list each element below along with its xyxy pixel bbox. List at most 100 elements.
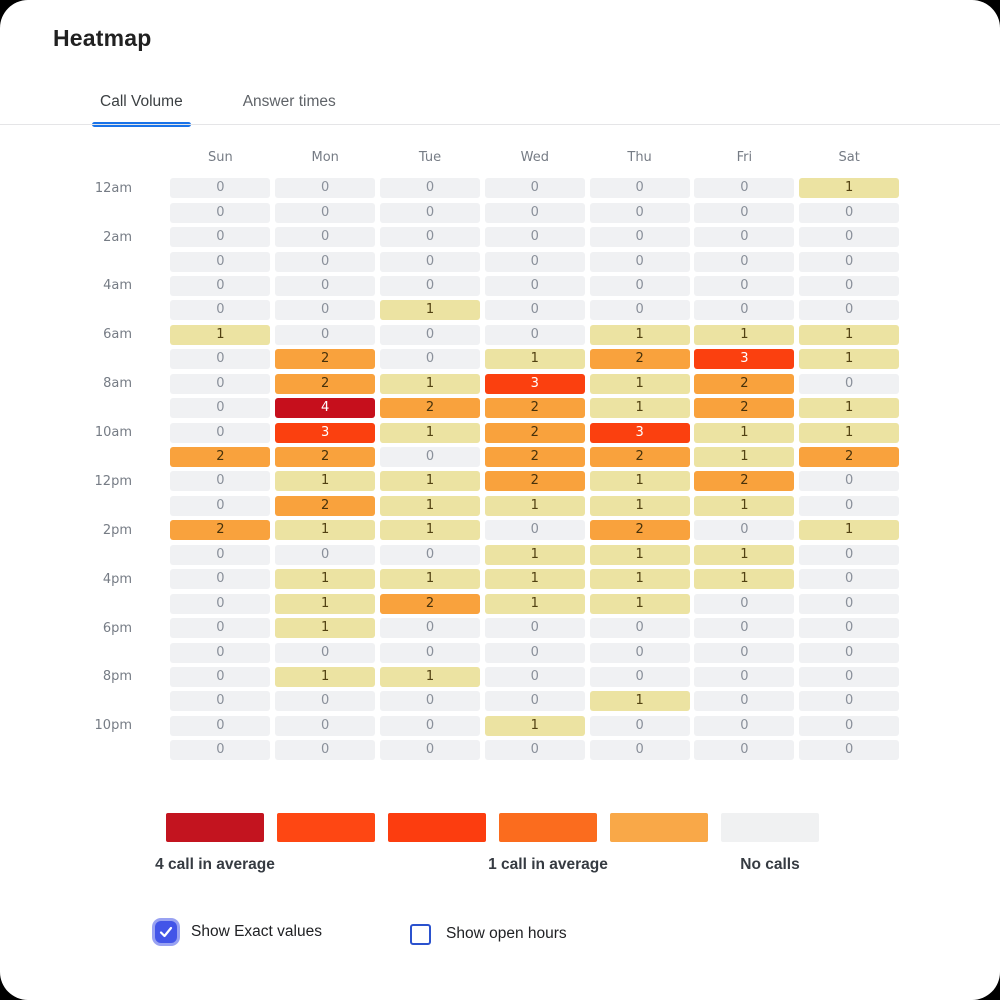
heatmap-cell: 0: [694, 642, 795, 663]
heatmap-cell: 0: [799, 715, 900, 736]
heatmap-cell-wrap: 0: [168, 593, 273, 614]
heatmap-cell: 0: [694, 618, 795, 639]
heatmap-cell: 1: [589, 398, 690, 419]
heatmap-cell-wrap: 0: [692, 300, 797, 321]
legend: [166, 813, 819, 842]
heatmap-cell: 2: [799, 447, 900, 468]
heatmap-cell: 2: [484, 471, 585, 492]
heatmap-cell-wrap: 0: [168, 495, 273, 516]
heatmap-cell: 0: [799, 642, 900, 663]
heatmap-cell-wrap: 0: [168, 202, 273, 223]
heatmap-cell-wrap: 0: [482, 227, 587, 248]
heatmap-cell-wrap: 1: [378, 520, 483, 541]
heatmap-cell: 1: [589, 495, 690, 516]
heatmap-cell-wrap: 0: [378, 227, 483, 248]
heatmap-cell-wrap: 0: [587, 251, 692, 272]
heatmap-cell: 0: [170, 495, 271, 516]
show-exact-values-label: Show Exact values: [191, 923, 322, 940]
heatmap-cell-wrap: 1: [797, 349, 902, 370]
heatmap-cell-wrap: 2: [273, 349, 378, 370]
heatmap-cell: 0: [799, 593, 900, 614]
heatmap-cell: 1: [694, 447, 795, 468]
heatmap-cell: 0: [275, 715, 376, 736]
show-exact-values-checkbox[interactable]: [155, 921, 177, 943]
heatmap-cell-wrap: 1: [797, 422, 902, 443]
heatmap-cell: 0: [694, 300, 795, 321]
heatmap-cell-wrap: 0: [273, 715, 378, 736]
heatmap-cell: 0: [484, 227, 585, 248]
heatmap-cell-wrap: 0: [797, 544, 902, 565]
heatmap-cell-wrap: 1: [482, 544, 587, 565]
heatmap-cell: 0: [484, 691, 585, 712]
tab-call-volume[interactable]: Call Volume: [92, 84, 191, 127]
heatmap-cell-wrap: 0: [797, 618, 902, 639]
heatmap-cell-wrap: 0: [273, 202, 378, 223]
heatmap-cell: 1: [589, 373, 690, 394]
heatmap-cell-wrap: 2: [587, 349, 692, 370]
heatmap-cell: 2: [589, 447, 690, 468]
heatmap-cell: 1: [379, 520, 480, 541]
heatmap-cell: 1: [694, 495, 795, 516]
heatmap-cell: 0: [170, 618, 271, 639]
heatmap-cell-wrap: 1: [378, 422, 483, 443]
heatmap-cell-wrap: 0: [482, 324, 587, 345]
heatmap-cell-wrap: 0: [692, 520, 797, 541]
heatmap-cell-wrap: 0: [587, 202, 692, 223]
legend-swatch: [166, 813, 264, 842]
day-column-header: Wed: [520, 150, 549, 165]
heatmap-cell-wrap: 1: [587, 398, 692, 419]
show-open-hours-checkbox-group[interactable]: Show open hours: [410, 921, 567, 947]
heatmap-cell: 0: [275, 691, 376, 712]
heatmap-cell-wrap: 0: [482, 691, 587, 712]
heatmap-cell: 0: [799, 495, 900, 516]
heatmap-cell: 0: [589, 227, 690, 248]
heatmap-cell: 0: [484, 178, 585, 199]
legend-label: No calls: [740, 856, 800, 873]
tab-bar-divider: [0, 124, 1000, 125]
heatmap-cell: 1: [379, 422, 480, 443]
heatmap-cell: 1: [484, 349, 585, 370]
heatmap-cell-wrap: 0: [168, 251, 273, 272]
heatmap-cell-wrap: 0: [797, 227, 902, 248]
show-exact-values-checkbox-group[interactable]: Show Exact values: [155, 919, 322, 945]
show-open-hours-checkbox[interactable]: [410, 923, 431, 945]
heatmap-cell: 0: [799, 202, 900, 223]
heatmap-cell-wrap: 0: [797, 251, 902, 272]
heatmap-cell-wrap: 3: [692, 349, 797, 370]
heatmap-cell-wrap: 1: [797, 178, 902, 199]
heatmap-cell-wrap: 2: [797, 447, 902, 468]
heatmap-cell-wrap: 1: [482, 495, 587, 516]
heatmap-cell-wrap: 0: [692, 740, 797, 761]
heatmap-cell-wrap: 1: [273, 569, 378, 590]
heatmap-cell: 0: [694, 691, 795, 712]
heatmap-cell: 0: [589, 251, 690, 272]
heatmap-cell: 1: [694, 544, 795, 565]
heatmap-cell-wrap: 1: [692, 544, 797, 565]
heatmap-cell: 0: [379, 544, 480, 565]
day-header-row: Sun Mon Tue Wed Thu Fri Sat: [168, 145, 902, 176]
heatmap-cell-wrap: 0: [797, 300, 902, 321]
hour-label: 12pm: [94, 473, 132, 489]
heatmap-cell: 0: [589, 715, 690, 736]
heatmap-cell-wrap: 0: [168, 618, 273, 639]
heatmap-cell-wrap: 0: [692, 251, 797, 272]
heatmap-cell: 0: [170, 202, 271, 223]
legend-swatch: [610, 813, 708, 842]
heatmap-cell-wrap: 0: [168, 666, 273, 687]
heatmap-cell-wrap: 1: [797, 398, 902, 419]
tab-answer-times[interactable]: Answer times: [242, 93, 336, 110]
heatmap-cell: 1: [275, 569, 376, 590]
day-column-header: Thu: [627, 150, 652, 165]
hour-label: 8am: [103, 376, 132, 392]
hour-label: 4am: [103, 278, 132, 294]
heatmap-cell: 0: [379, 227, 480, 248]
heatmap-cell-wrap: 2: [482, 471, 587, 492]
heatmap-cell-wrap: 1: [587, 593, 692, 614]
hour-label: 10am: [94, 425, 132, 441]
heatmap-cell: 1: [275, 593, 376, 614]
heatmap-cell-wrap: 0: [692, 275, 797, 296]
